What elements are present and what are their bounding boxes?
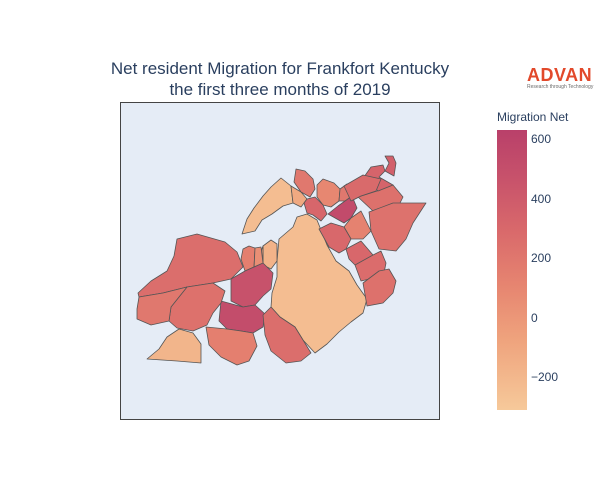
colorbar-tick-label: 200 (531, 251, 552, 266)
choropleth-map (136, 155, 427, 366)
map-region-tract-25[interactable] (218, 300, 266, 334)
map-region-tract-04[interactable] (293, 168, 316, 198)
colorbar-tick-label: −200 (531, 370, 559, 385)
chart-title-line2: the first three months of 2019 (169, 80, 391, 99)
chart-title-line1: Net resident Migration for Frankfort Ken… (110, 59, 450, 78)
colorbar (497, 130, 527, 410)
map-region-tract-03[interactable] (270, 213, 368, 354)
map-plot-area (120, 102, 440, 420)
map-region-tract-11[interactable] (343, 174, 382, 202)
map-region-tract-12[interactable] (384, 155, 397, 177)
map-region-tract-27[interactable] (136, 286, 188, 326)
map-region-tract-15[interactable] (318, 222, 352, 254)
colorbar-tick-label: 0 (531, 310, 538, 325)
chart-title: Net resident Migration for Frankfort Ken… (80, 58, 480, 100)
map-region-tract-30[interactable] (262, 306, 312, 364)
map-region-tract-01[interactable] (241, 177, 294, 235)
map-region-tract-20[interactable] (362, 268, 397, 307)
colorbar-tick-label: 400 (531, 191, 552, 206)
colorbar-tick-label: 600 (531, 131, 552, 146)
logo-wordmark: ADVAN (527, 65, 593, 85)
colorbar-title: Migration Net (497, 110, 569, 124)
logo-tagline: Research through Technology (527, 84, 594, 90)
map-region-tract-24[interactable] (230, 262, 274, 308)
map-region-tract-13[interactable] (368, 202, 427, 252)
map-region-tract-29[interactable] (146, 328, 202, 364)
map-region-tract-08[interactable] (327, 195, 358, 224)
map-region-tract-28[interactable] (205, 326, 258, 366)
advan-logo: ADVAN Research through Technology (527, 66, 597, 90)
map-region-tract-06[interactable] (303, 196, 328, 222)
